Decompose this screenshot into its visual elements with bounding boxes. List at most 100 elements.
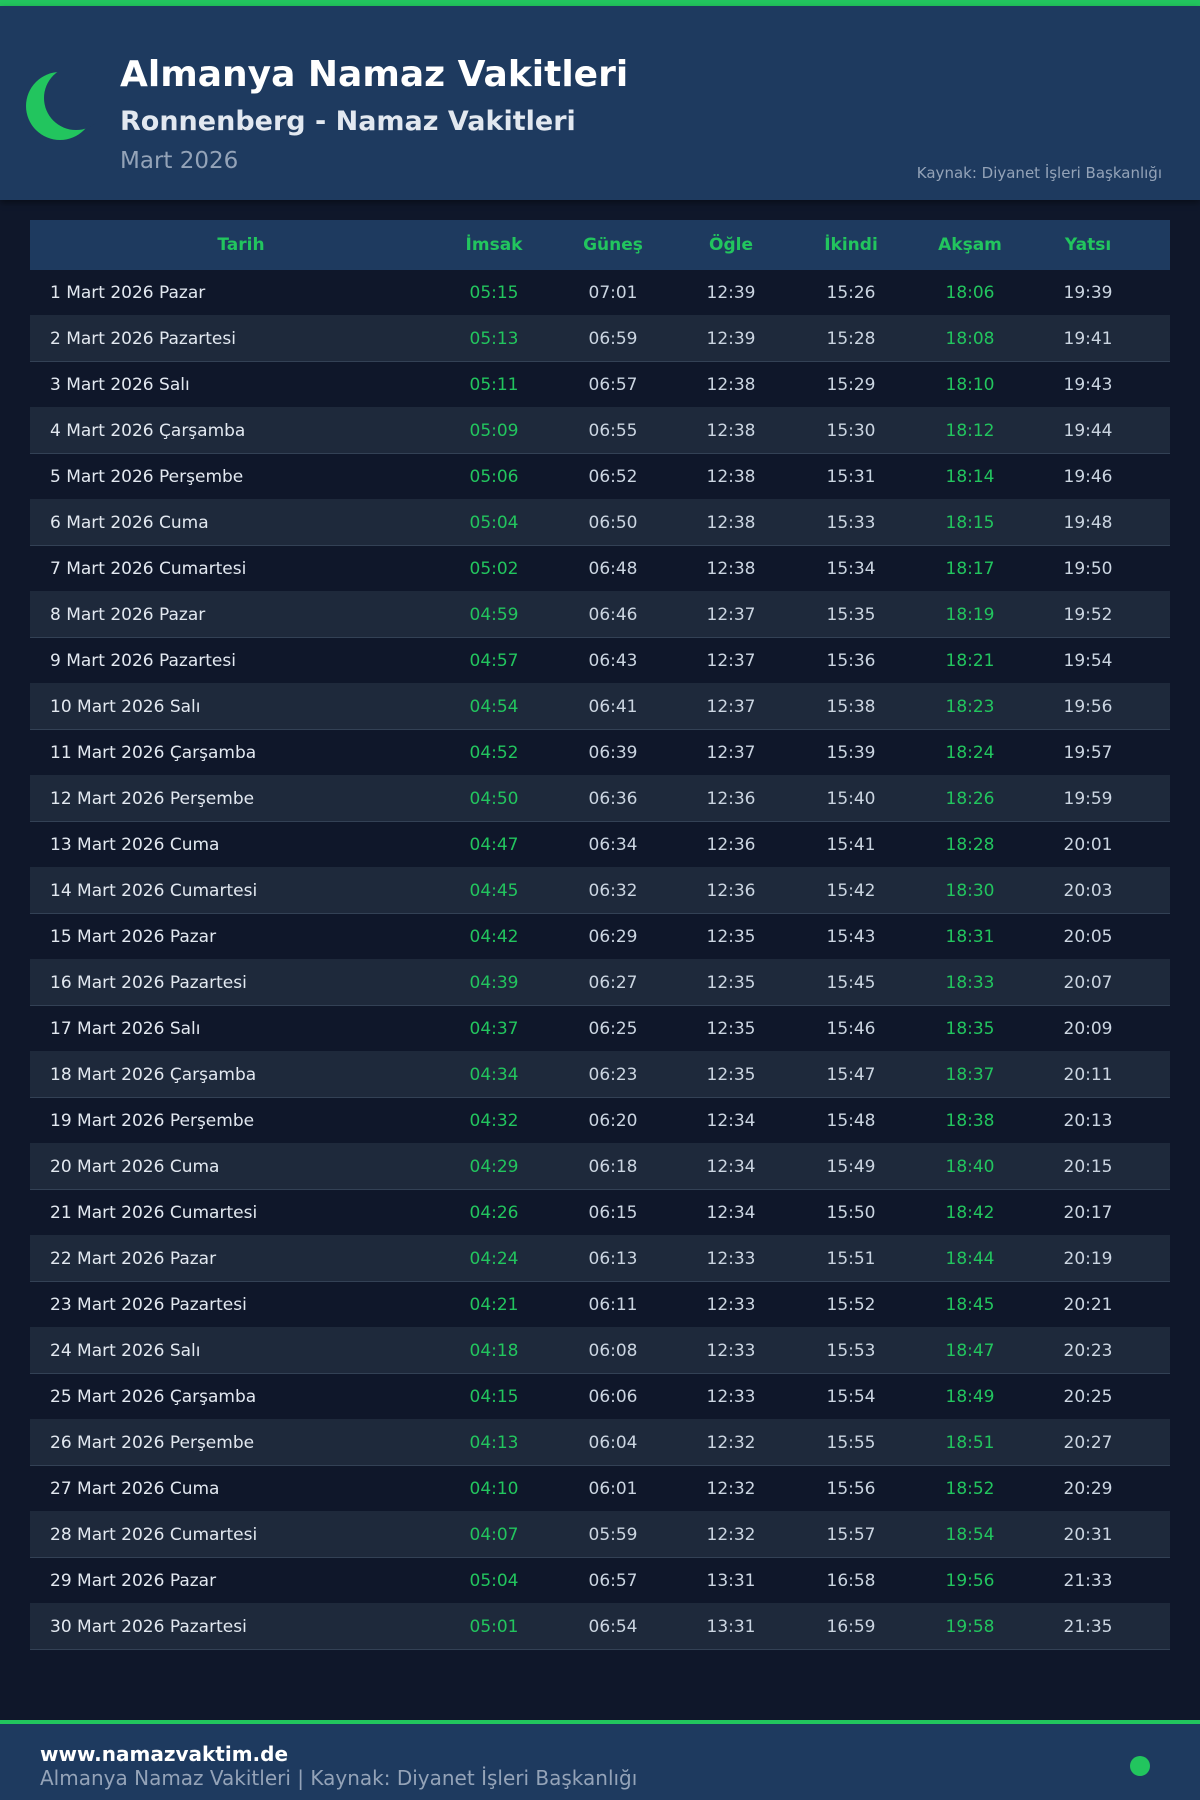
cell-imsak: 04:32 xyxy=(469,1111,519,1131)
cell-date: 11 Mart 2026 Çarşamba xyxy=(50,743,257,763)
cell-date: 23 Mart 2026 Pazartesi xyxy=(50,1295,247,1315)
table-row: 10 Mart 2026 Salı 04:54 06:41 12:37 15:38 18:… xyxy=(30,684,1170,730)
cell-ikindi: 15:41 xyxy=(826,835,876,855)
cell-imsak: 05:11 xyxy=(469,375,519,395)
cell-gunes: 06:20 xyxy=(588,1111,638,1131)
cell-yatsi: 20:19 xyxy=(1063,1249,1113,1269)
cell-aksam: 18:33 xyxy=(945,973,995,993)
cell-imsak: 04:10 xyxy=(469,1479,519,1499)
cell-yatsi: 20:17 xyxy=(1063,1203,1113,1223)
cell-ikindi: 15:33 xyxy=(826,513,876,533)
cell-yatsi: 19:50 xyxy=(1063,559,1113,579)
cell-ogle: 12:38 xyxy=(706,421,756,441)
cell-gunes: 06:06 xyxy=(588,1387,638,1407)
cell-date: 13 Mart 2026 Cuma xyxy=(50,835,220,855)
cell-ikindi: 15:45 xyxy=(826,973,876,993)
table-row: 20 Mart 2026 Cuma 04:29 06:18 12:34 15:49 18:… xyxy=(30,1144,1170,1190)
cell-aksam: 18:19 xyxy=(945,605,995,625)
cell-gunes: 06:52 xyxy=(588,467,638,487)
cell-ogle: 12:36 xyxy=(706,835,756,855)
column-header-ogle: Öğle xyxy=(709,235,753,255)
prayer-times-table: Tarih İmsak Güneş Öğle İkindi Akşam Yats… xyxy=(30,220,1170,1650)
cell-yatsi: 19:56 xyxy=(1063,697,1113,717)
table-row: 4 Mart 2026 Çarşamba 05:09 06:55 12:38 15:30… xyxy=(30,408,1170,454)
cell-date: 1 Mart 2026 Pazar xyxy=(50,283,206,303)
cell-yatsi: 20:25 xyxy=(1063,1387,1113,1407)
cell-date: 21 Mart 2026 Cumartesi xyxy=(50,1203,258,1223)
cell-date: 5 Mart 2026 Perşembe xyxy=(50,467,244,487)
cell-aksam: 18:06 xyxy=(945,283,995,303)
cell-date: 9 Mart 2026 Pazartesi xyxy=(50,651,236,671)
cell-imsak: 04:15 xyxy=(469,1387,519,1407)
cell-yatsi: 19:39 xyxy=(1063,283,1113,303)
cell-aksam: 18:23 xyxy=(945,697,995,717)
cell-ikindi: 15:49 xyxy=(826,1157,876,1177)
cell-ikindi: 16:59 xyxy=(826,1617,876,1637)
cell-imsak: 04:13 xyxy=(469,1433,519,1453)
cell-ikindi: 15:47 xyxy=(826,1065,876,1085)
month-label: Mart 2026 xyxy=(120,148,239,174)
cell-ikindi: 15:39 xyxy=(826,743,876,763)
cell-ogle: 12:35 xyxy=(706,927,756,947)
cell-ikindi: 15:31 xyxy=(826,467,876,487)
cell-date: 26 Mart 2026 Perşembe xyxy=(50,1433,255,1453)
cell-ogle: 12:35 xyxy=(706,973,756,993)
cell-aksam: 18:44 xyxy=(945,1249,995,1269)
cell-imsak: 04:18 xyxy=(469,1341,519,1361)
cell-ikindi: 15:48 xyxy=(826,1111,876,1131)
cell-imsak: 04:37 xyxy=(469,1019,519,1039)
cell-aksam: 18:08 xyxy=(945,329,995,349)
cell-date: 6 Mart 2026 Cuma xyxy=(50,513,209,533)
table-row: 30 Mart 2026 Pazartesi 05:01 06:54 13:31 16:… xyxy=(30,1604,1170,1650)
table-row: 2 Mart 2026 Pazartesi 05:13 06:59 12:39 15:2… xyxy=(30,316,1170,362)
cell-ogle: 12:32 xyxy=(706,1433,756,1453)
table-row: 1 Mart 2026 Pazar 05:15 07:01 12:39 15:26 18:… xyxy=(30,270,1170,316)
cell-gunes: 06:48 xyxy=(588,559,638,579)
page-title: Almanya Namaz Vakitleri xyxy=(120,54,629,95)
cell-imsak: 05:04 xyxy=(469,1571,519,1591)
cell-date: 20 Mart 2026 Cuma xyxy=(50,1157,220,1177)
cell-yatsi: 20:21 xyxy=(1063,1295,1113,1315)
cell-gunes: 06:29 xyxy=(588,927,638,947)
cell-ogle: 12:32 xyxy=(706,1525,756,1545)
cell-date: 18 Mart 2026 Çarşamba xyxy=(50,1065,257,1085)
table-row: 25 Mart 2026 Çarşamba 04:15 06:06 12:33 15:5… xyxy=(30,1374,1170,1420)
cell-gunes: 06:39 xyxy=(588,743,638,763)
cell-date: 7 Mart 2026 Cumartesi xyxy=(50,559,247,579)
table-row: 18 Mart 2026 Çarşamba 04:34 06:23 12:35 15:4… xyxy=(30,1052,1170,1098)
cell-ikindi: 15:26 xyxy=(826,283,876,303)
column-header-gunes: Güneş xyxy=(583,235,643,255)
cell-imsak: 05:02 xyxy=(469,559,519,579)
cell-ogle: 12:38 xyxy=(706,513,756,533)
cell-ogle: 12:33 xyxy=(706,1387,756,1407)
table-row: 8 Mart 2026 Pazar 04:59 06:46 12:37 15:35 18:… xyxy=(30,592,1170,638)
cell-imsak: 04:52 xyxy=(469,743,519,763)
cell-aksam: 18:47 xyxy=(945,1341,995,1361)
table-row: 3 Mart 2026 Salı 05:11 06:57 12:38 15:29 18:1… xyxy=(30,362,1170,408)
cell-ikindi: 15:28 xyxy=(826,329,876,349)
cell-ikindi: 15:52 xyxy=(826,1295,876,1315)
column-header-imsak: İmsak xyxy=(465,235,523,255)
cell-aksam: 18:37 xyxy=(945,1065,995,1085)
cell-gunes: 05:59 xyxy=(588,1525,638,1545)
cell-ikindi: 15:43 xyxy=(826,927,876,947)
cell-imsak: 05:06 xyxy=(469,467,519,487)
column-header-yatsi: Yatsı xyxy=(1064,235,1112,255)
cell-ikindi: 15:57 xyxy=(826,1525,876,1545)
cell-imsak: 05:15 xyxy=(469,283,519,303)
cell-gunes: 06:04 xyxy=(588,1433,638,1453)
table-row: 5 Mart 2026 Perşembe 05:06 06:52 12:38 15:31… xyxy=(30,454,1170,500)
cell-gunes: 06:54 xyxy=(588,1617,638,1637)
cell-ogle: 12:39 xyxy=(706,283,756,303)
table-row: 17 Mart 2026 Salı 04:37 06:25 12:35 15:46 18:… xyxy=(30,1006,1170,1052)
cell-ogle: 12:37 xyxy=(706,697,756,717)
cell-yatsi: 20:01 xyxy=(1063,835,1113,855)
cell-ogle: 12:34 xyxy=(706,1111,756,1131)
cell-yatsi: 19:44 xyxy=(1063,421,1113,441)
cell-imsak: 04:50 xyxy=(469,789,519,809)
cell-yatsi: 19:57 xyxy=(1063,743,1113,763)
cell-imsak: 04:47 xyxy=(469,835,519,855)
table-row: 15 Mart 2026 Pazar 04:42 06:29 12:35 15:43 18… xyxy=(30,914,1170,960)
table-row: 24 Mart 2026 Salı 04:18 06:08 12:33 15:53 18:… xyxy=(30,1328,1170,1374)
cell-yatsi: 19:54 xyxy=(1063,651,1113,671)
